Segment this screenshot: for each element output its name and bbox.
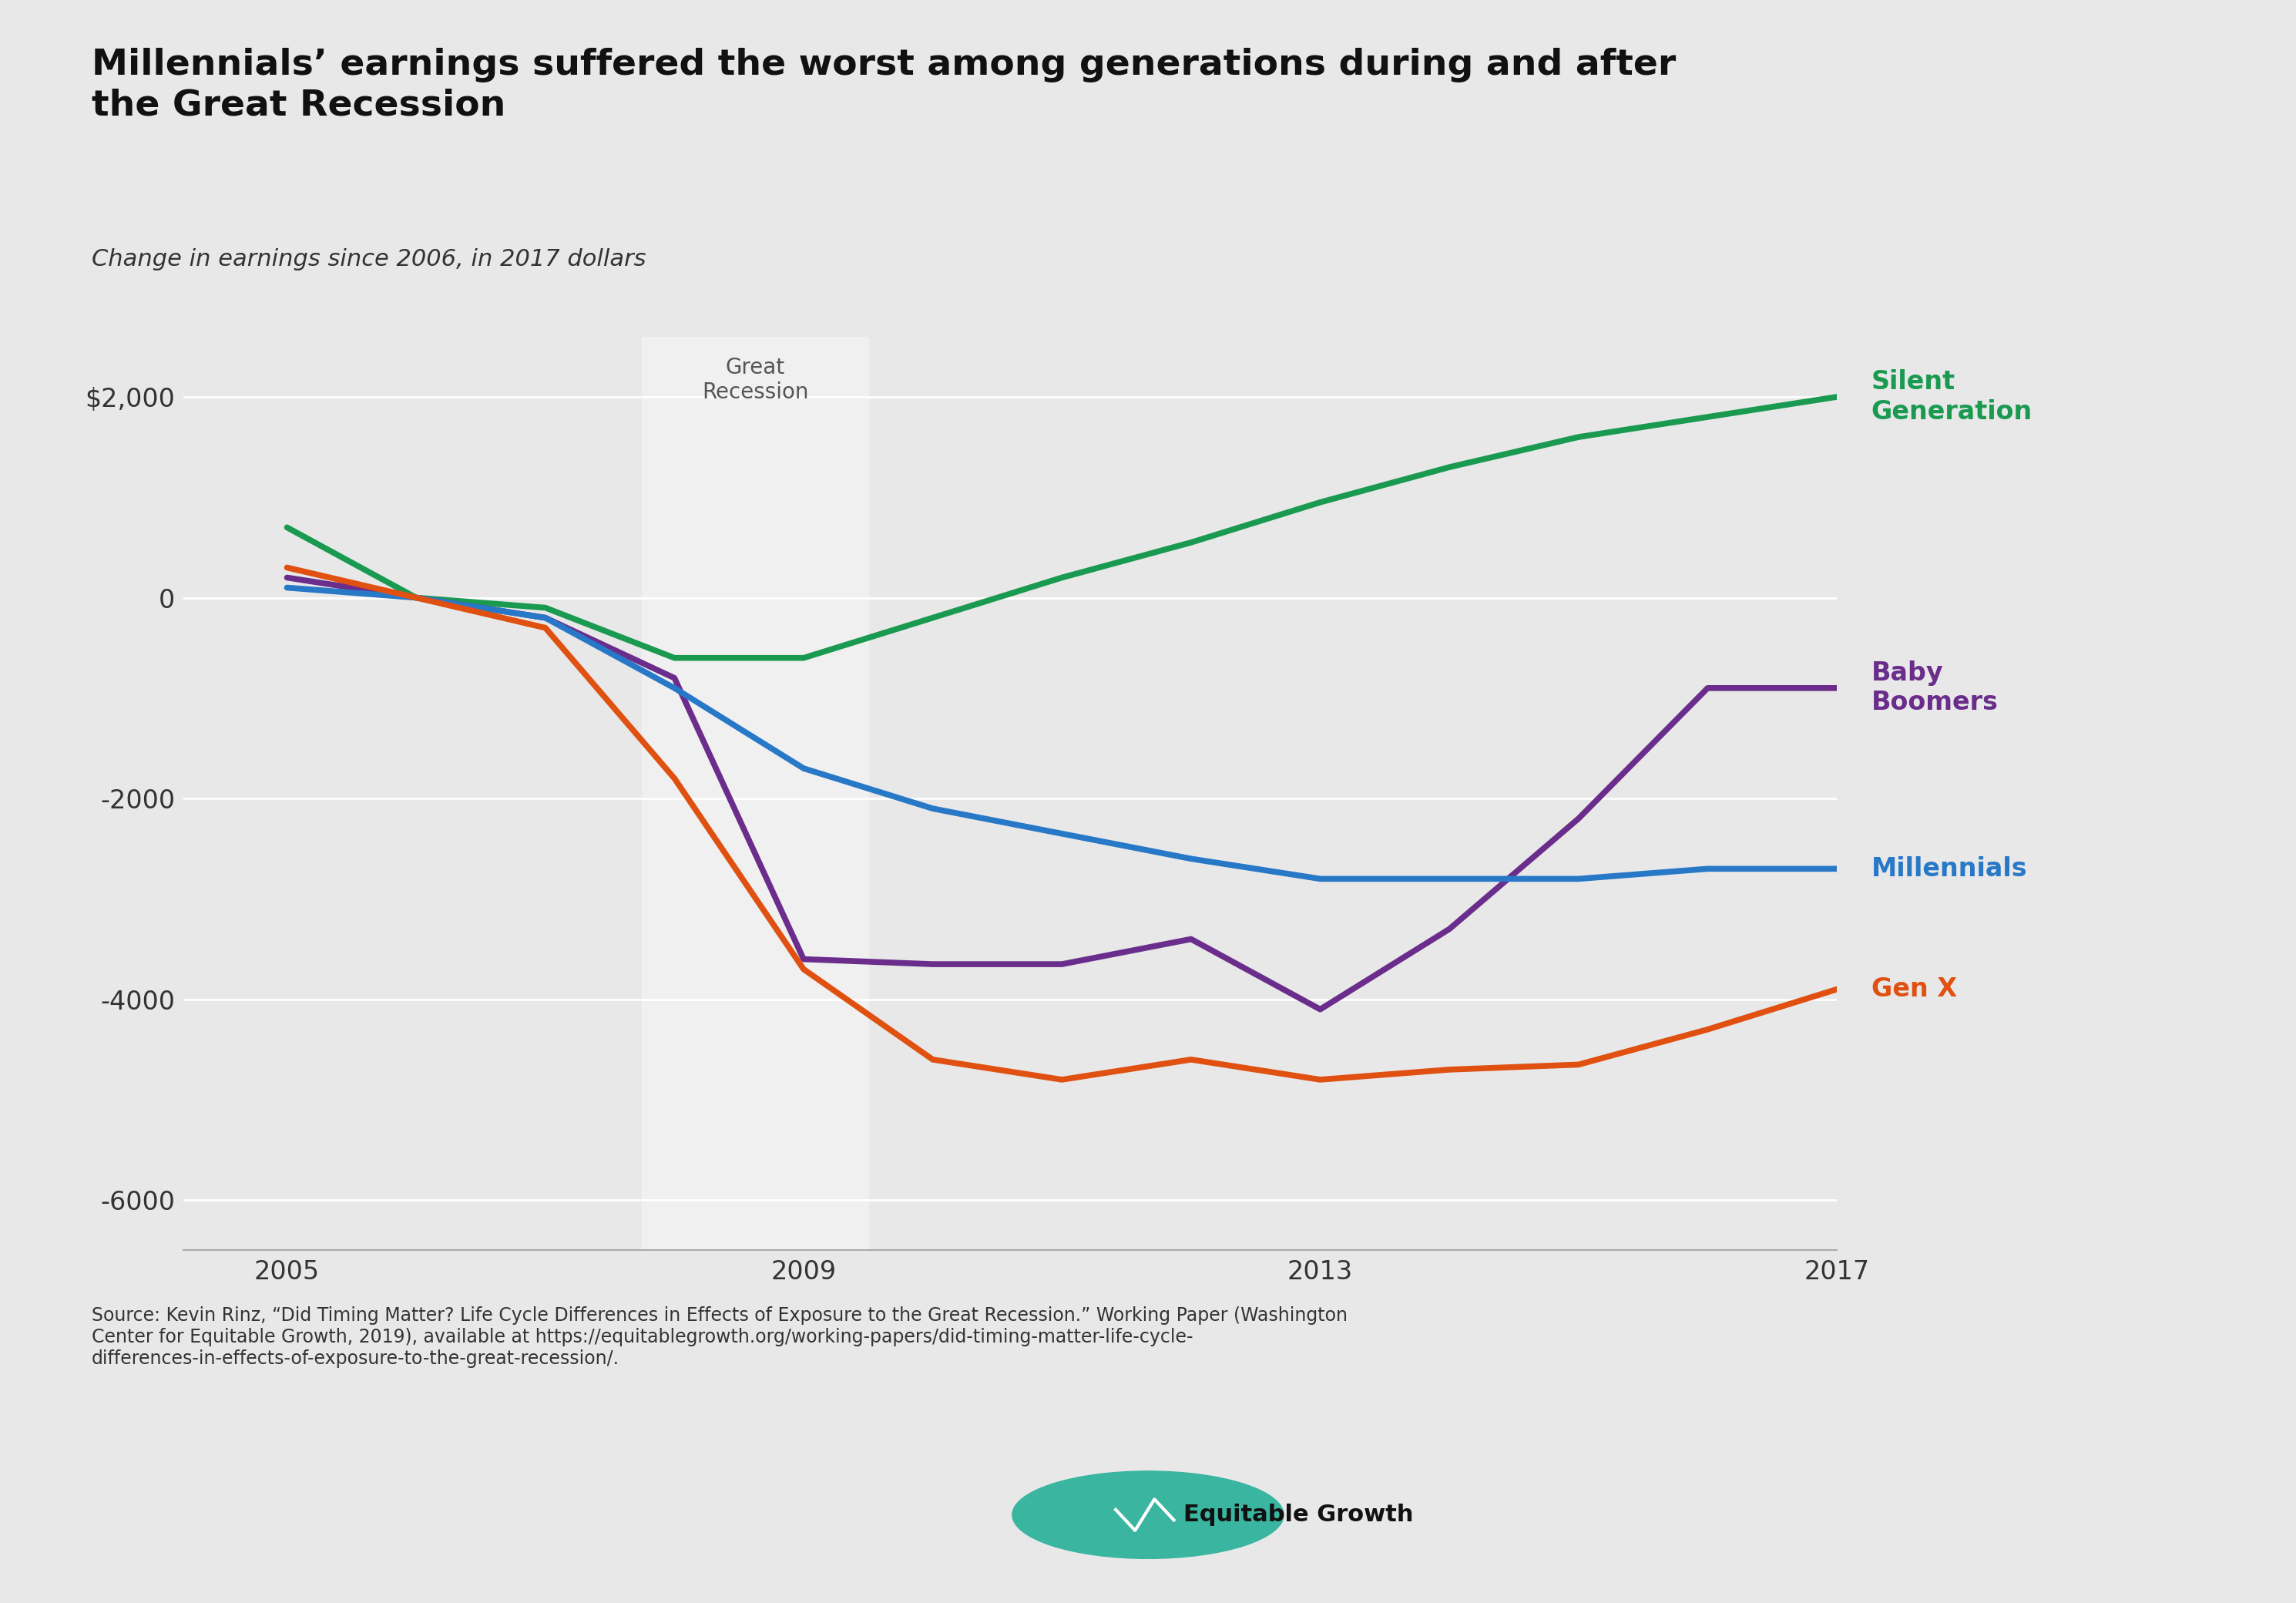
Text: Silent
Generation: Silent Generation — [1871, 369, 2032, 425]
Text: Source: Kevin Rinz, “Did Timing Matter? Life Cycle Differences in Effects of Exp: Source: Kevin Rinz, “Did Timing Matter? … — [92, 1306, 1348, 1367]
Text: Great
Recession: Great Recession — [703, 357, 808, 404]
Text: Baby
Boomers: Baby Boomers — [1871, 660, 1998, 715]
Circle shape — [1013, 1472, 1283, 1558]
Text: Millennials’ earnings suffered the worst among generations during and after
the : Millennials’ earnings suffered the worst… — [92, 48, 1676, 123]
Text: Change in earnings since 2006, in 2017 dollars: Change in earnings since 2006, in 2017 d… — [92, 248, 645, 271]
Text: Equitable Growth: Equitable Growth — [1185, 1504, 1414, 1526]
Text: Millennials: Millennials — [1871, 856, 2027, 882]
Bar — [643, 337, 868, 1250]
Text: Gen X: Gen X — [1871, 976, 1956, 1002]
